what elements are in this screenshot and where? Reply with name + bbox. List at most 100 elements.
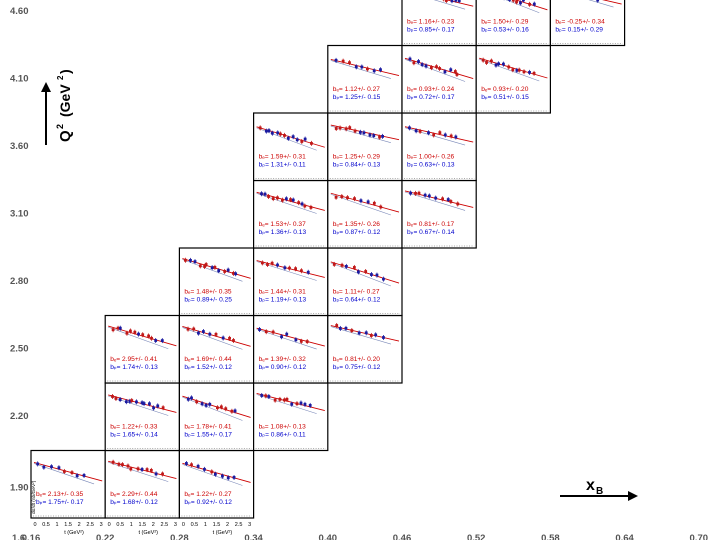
data-point [278, 132, 282, 136]
data-point [369, 334, 373, 337]
data-point [341, 59, 345, 63]
x-tick-label: 0.70 [690, 533, 709, 540]
data-point [357, 331, 361, 335]
y-axis-title-sup: 2 [55, 124, 65, 129]
data-point [161, 406, 165, 410]
data-point [186, 327, 190, 331]
data-point [300, 140, 304, 143]
fit-label-b1: bₑ= 1.48+/- 0.35 [184, 289, 232, 296]
data-point [372, 69, 376, 73]
data-point [427, 131, 430, 135]
data-point [129, 467, 133, 471]
fit-label-b1: bₑ= 1.78+/- 0.41 [184, 424, 232, 431]
data-point [291, 198, 295, 202]
data-point [208, 332, 212, 336]
data-point [50, 465, 53, 469]
data-point [332, 263, 336, 266]
fit-line-secondary [588, 0, 614, 8]
data-point [228, 336, 231, 340]
panel-frame [253, 247, 329, 317]
fit-label-b2: bₚ= 1.52+/- 0.12 [184, 364, 232, 371]
data-point [226, 476, 230, 480]
y-axis-title: Q [57, 130, 74, 142]
fit-line [602, 0, 622, 5]
data-point [532, 2, 536, 6]
panel-axis-title: t (GeV²) [138, 530, 158, 536]
data-point [456, 202, 460, 206]
data-point [271, 330, 275, 334]
data-point [481, 58, 485, 62]
data-point [271, 197, 275, 201]
data-point [299, 401, 303, 405]
data-point [340, 195, 344, 198]
fit-label-b1: bₑ= 1.53+/- 0.37 [259, 221, 307, 228]
panel-frame [253, 112, 329, 182]
fit-label-b2: bₚ= 0.90+/- 0.12 [259, 364, 307, 371]
data-point [303, 402, 307, 406]
x-tick-label: 0.58 [541, 533, 560, 540]
data-point [494, 63, 498, 67]
panel-t-axis: 0 0.5 1 1.5 2 2.5 3 t (GeV²) [108, 522, 177, 536]
y-axis-title-unit: (GeV [57, 84, 73, 117]
data-point [234, 272, 238, 276]
panel-tick-label: 0 [33, 522, 36, 528]
data-point [374, 333, 378, 337]
data-point [344, 265, 348, 268]
x-axis-title-sub: B [596, 486, 603, 497]
fit-label-b1: bₑ= 0.81+/- 0.17 [407, 221, 455, 228]
panel-tick-label: 0 [182, 522, 185, 528]
data-point [344, 127, 348, 131]
data-point [204, 403, 208, 407]
data-point [197, 331, 200, 335]
x-tick-label: 0.64 [615, 533, 634, 540]
data-point [378, 135, 381, 139]
data-point [232, 476, 236, 479]
fit-line-secondary [108, 326, 169, 350]
data-point [258, 126, 262, 130]
data-point [348, 61, 351, 65]
panel-tick-label: 2.5 [86, 522, 94, 528]
data-point [149, 469, 153, 472]
fit-label-b1: bₑ= 1.59+/- 0.31 [259, 154, 307, 161]
data-point [291, 135, 295, 139]
panel-tick-label: 1 [204, 522, 207, 528]
data-point [135, 400, 138, 404]
data-point [414, 191, 417, 195]
panel-tick-label: 3 [100, 522, 103, 528]
y-tick-label: 2.80 [10, 276, 29, 287]
data-point [334, 127, 338, 130]
data-point [283, 266, 287, 270]
data-point [295, 402, 299, 406]
data-point [310, 141, 313, 145]
data-point [511, 0, 515, 2]
fit-label-b1: bₑ= 1.44+/- 0.31 [259, 289, 307, 296]
data-point [152, 406, 155, 410]
data-point [141, 333, 145, 337]
panel-tick-label: 2.5 [161, 522, 169, 528]
fit-label-b1: bₑ= 1.25+/- 0.29 [333, 154, 381, 161]
data-point [280, 335, 283, 339]
data-point [267, 129, 271, 133]
data-point [441, 197, 444, 201]
data-point [352, 266, 356, 269]
data-point [435, 65, 438, 69]
data-point [412, 61, 416, 65]
data-point [432, 133, 436, 137]
panel-frame [178, 449, 255, 519]
data-point [198, 264, 202, 268]
data-point [417, 191, 421, 195]
data-point [449, 134, 453, 138]
fit-label-b1: bₑ= 1.11+/- 0.27 [333, 289, 380, 296]
panel-tick-label: 0.5 [42, 522, 50, 528]
data-point [454, 135, 458, 139]
data-point [193, 260, 197, 264]
